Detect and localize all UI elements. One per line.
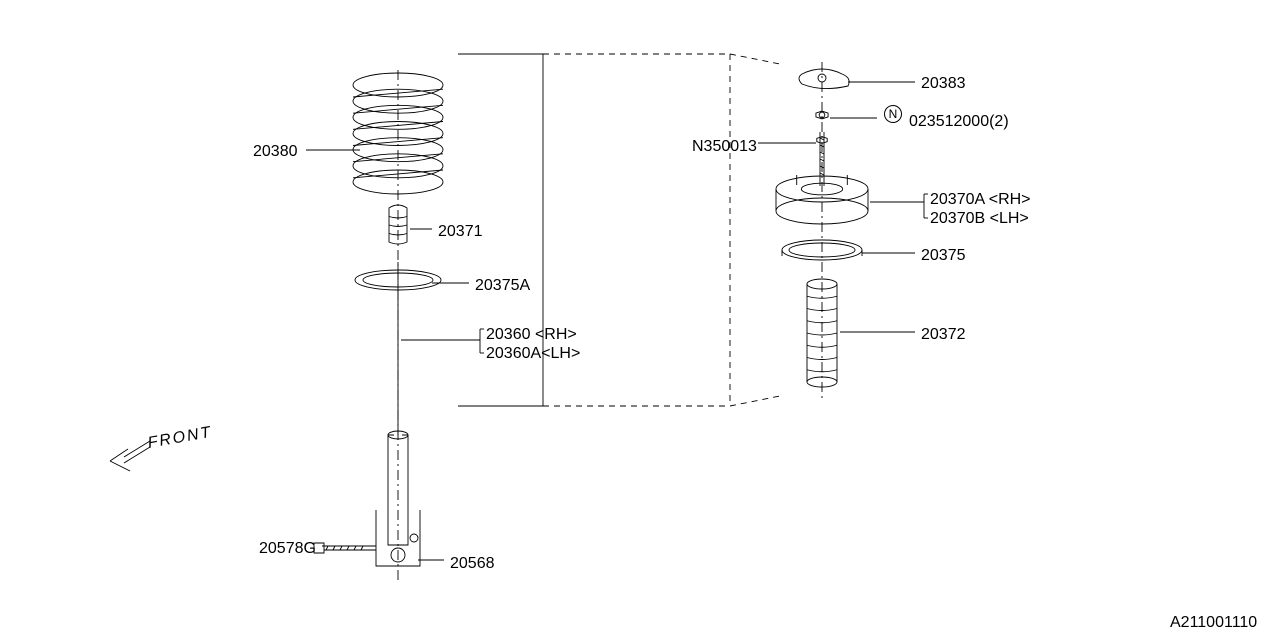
label-strut: 20360 <RH> 20360A<LH> (486, 325, 580, 363)
document-id: A211001110 (1170, 614, 1257, 632)
label-nut-ring-symbol: N (884, 105, 902, 123)
label-mount-lh: 20370B <LH> (930, 209, 1031, 228)
label-spring: 20380 (253, 143, 298, 161)
label-strut-rh: 20360 <RH> (486, 325, 580, 344)
label-boot: 20372 (921, 326, 966, 344)
label-strut-lh: 20360A<LH> (486, 344, 580, 363)
label-lock-nut: N350013 (692, 138, 757, 156)
label-upper-seat: 20375 (921, 247, 966, 265)
label-bracket: 20568 (450, 555, 495, 573)
label-lower-spring-seat: 20375A (475, 277, 530, 295)
label-nut-ring: 023512000(2) (909, 113, 1009, 131)
label-bump-stop: 20371 (438, 223, 483, 241)
label-top-cap: 20383 (921, 75, 966, 93)
label-lower-bolt: 20578G (259, 540, 316, 558)
label-mount-rh: 20370A <RH> (930, 190, 1031, 209)
label-mount: 20370A <RH> 20370B <LH> (930, 190, 1031, 228)
